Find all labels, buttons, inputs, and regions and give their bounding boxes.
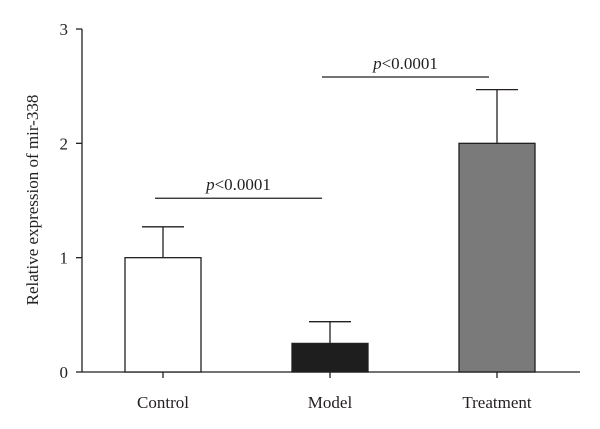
y-tick-label: 3: [60, 20, 69, 39]
y-ticks: 0 1 2 3: [60, 20, 82, 382]
x-tick-labels: Control Model Treatment: [137, 372, 532, 412]
p-value-label: p<0.0001: [372, 54, 438, 73]
y-tick-label: 1: [60, 249, 69, 268]
bars: [124, 88, 536, 373]
bar-model: [291, 342, 369, 373]
y-axis-label: Relative expression of mir-338: [23, 95, 42, 306]
y-tick-label: 2: [60, 134, 69, 153]
x-tick-label: Treatment: [462, 393, 532, 412]
p-value-label: p<0.0001: [205, 175, 271, 194]
significance-annotations: p<0.0001 p<0.0001: [155, 54, 489, 199]
y-tick-label: 0: [60, 363, 69, 382]
x-tick-label: Control: [137, 393, 189, 412]
bar-control: [124, 257, 202, 373]
bar-treatment: [458, 142, 536, 373]
x-tick-label: Model: [308, 393, 353, 412]
